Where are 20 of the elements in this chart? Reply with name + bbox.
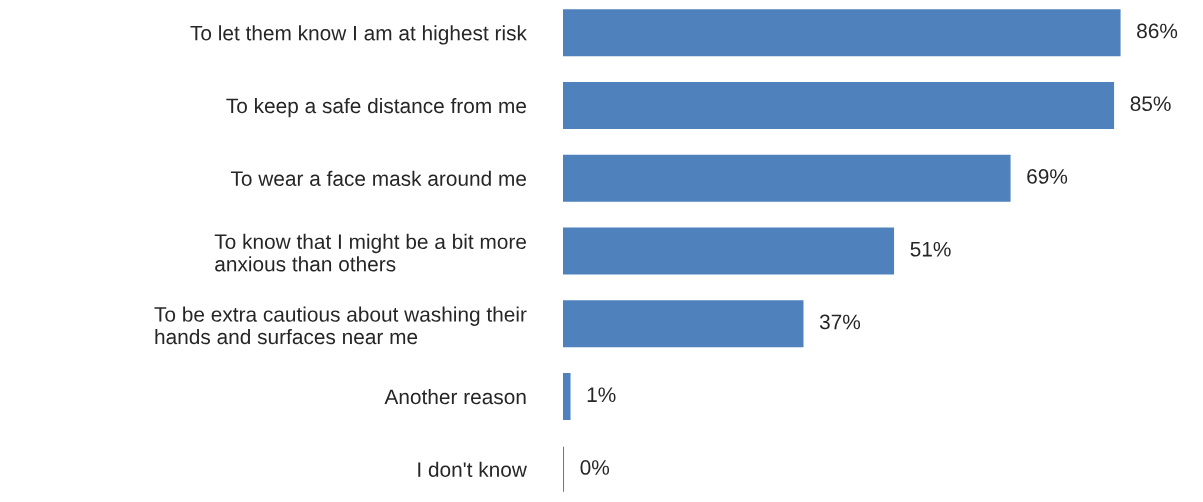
data-label: 1% [587, 387, 616, 403]
data-label: 86% [1137, 23, 1178, 39]
y-tick-label: To wear a face mask around me [230, 170, 526, 186]
y-tick-label: To keep a safe distance from me [226, 97, 526, 118]
bar [563, 154, 1011, 202]
y-tick-label: I don't know [418, 461, 527, 478]
y-tick-label: To let them know I am at highest risk [190, 25, 527, 45]
bar [563, 372, 571, 421]
bar [563, 9, 1121, 57]
data-label: 0% [580, 460, 610, 475]
bar [563, 81, 1115, 130]
data-label: 37% [819, 314, 861, 330]
y-tick-label: To know that I might be a bit more anxious than others [214, 233, 526, 272]
data-label: 51% [910, 241, 951, 257]
bar [563, 227, 895, 275]
data-label: 69% [1027, 169, 1068, 184]
data-label: 85% [1130, 96, 1171, 112]
bar [563, 300, 804, 348]
y-tick-label: Another reason [384, 388, 526, 405]
y-tick-label: To be extra cautious about washing their hands and surfaces near me [154, 306, 527, 345]
